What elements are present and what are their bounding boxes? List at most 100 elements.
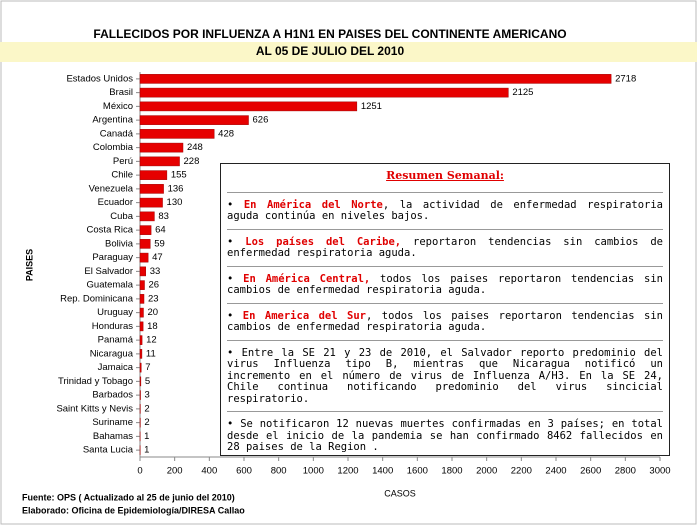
bar xyxy=(139,129,215,139)
bar xyxy=(139,376,142,387)
bar xyxy=(139,321,144,332)
y-tick-label: El Salvador xyxy=(84,266,133,277)
y-axis-label: PAISES xyxy=(24,249,34,281)
summary-title: Resumen Semanal: xyxy=(386,169,504,182)
y-tick-label: Rep. Dominicana xyxy=(60,293,134,304)
summary-text: reportaron tendencias sin cambios de enf… xyxy=(227,235,663,259)
value-label: 1251 xyxy=(361,101,382,112)
x-tick-label: 800 xyxy=(271,466,287,477)
value-label: 83 xyxy=(158,211,169,222)
summary-item: Los países del Caribe, reportaron tenden… xyxy=(227,228,663,266)
summary-item: En America del Sur, todos los paises rep… xyxy=(227,302,663,340)
x-tick-label: 200 xyxy=(167,466,183,477)
x-tick-label: 3000 xyxy=(649,466,670,477)
bar xyxy=(139,294,145,304)
y-tick-label: Canadá xyxy=(100,128,134,139)
value-label: 130 xyxy=(167,197,183,208)
y-tick-label: Cuba xyxy=(110,211,133,222)
y-tick-label: Chile xyxy=(111,170,133,181)
y-tick-label: Nicaragua xyxy=(90,348,134,359)
value-label: 5 xyxy=(145,376,150,387)
value-label: 33 xyxy=(150,266,161,277)
bar xyxy=(139,225,152,235)
x-tick-label: 600 xyxy=(236,466,252,477)
x-axis-label: CASOS xyxy=(384,488,416,498)
y-tick-label: Trinidad y Tobago xyxy=(58,376,133,387)
value-label: 2718 xyxy=(615,73,636,84)
y-tick-label: Saint Kitts y Nevis xyxy=(56,403,133,414)
value-label: 1 xyxy=(144,445,149,456)
summary-text: Se notificaron 12 nuevas muertes confirm… xyxy=(227,418,663,453)
bar xyxy=(139,142,184,153)
bar xyxy=(139,362,142,373)
x-tick-label: 2200 xyxy=(511,466,532,477)
value-label: 248 xyxy=(187,142,203,153)
value-label: 2 xyxy=(144,403,149,414)
y-tick-label: Honduras xyxy=(92,321,133,332)
y-tick-label: Bahamas xyxy=(93,431,133,442)
bar xyxy=(139,87,509,98)
bar xyxy=(139,101,358,112)
summary-highlight: Los países del Caribe, xyxy=(245,235,402,248)
bar xyxy=(139,307,144,318)
bar xyxy=(139,74,612,84)
x-tick-label: 2000 xyxy=(476,466,497,477)
value-label: 2125 xyxy=(512,87,533,98)
title-band xyxy=(0,42,697,62)
x-tick-label: 1400 xyxy=(372,466,393,477)
y-tick-label: Barbados xyxy=(92,390,133,401)
value-label: 11 xyxy=(146,348,156,359)
summary-highlight: En América Central, xyxy=(243,272,371,285)
y-tick-label: Uruguay xyxy=(97,307,133,318)
summary-item: En América del Norte, la actividad de en… xyxy=(227,191,663,229)
bar xyxy=(139,266,146,277)
y-tick-label: Jamaica xyxy=(98,362,134,373)
x-tick-label: 1600 xyxy=(407,466,428,477)
bar xyxy=(139,184,164,194)
bar xyxy=(139,252,149,263)
value-label: 47 xyxy=(152,252,163,263)
x-tick-label: 0 xyxy=(137,466,142,477)
value-label: 155 xyxy=(171,170,187,181)
value-label: 228 xyxy=(184,156,200,167)
summary-text: , la actividad de enfermedad respiratori… xyxy=(227,198,663,222)
value-label: 2 xyxy=(144,417,149,428)
bar xyxy=(139,335,143,345)
y-tick-label: Guatemala xyxy=(87,280,134,291)
y-tick-label: Costa Rica xyxy=(87,225,134,236)
y-tick-label: Brasil xyxy=(109,87,133,98)
bar xyxy=(139,197,163,208)
y-tick-label: Ecuador xyxy=(98,197,133,208)
x-tick-label: 1800 xyxy=(441,466,462,477)
chart-title: AL 05 DE JULIO DEL 2010 xyxy=(256,44,405,58)
value-label: 20 xyxy=(147,307,158,318)
bar xyxy=(139,211,155,222)
bar xyxy=(139,390,141,400)
value-label: 12 xyxy=(146,335,157,346)
chart-title: FALLECIDOS POR INFLUENZA A H1N1 EN PAISE… xyxy=(93,27,566,41)
x-tick-label: 2600 xyxy=(580,466,601,477)
y-tick-label: Suriname xyxy=(92,417,133,428)
x-tick-label: 2800 xyxy=(615,466,636,477)
value-label: 7 xyxy=(145,362,150,373)
y-tick-label: Colombia xyxy=(93,142,134,153)
value-label: 136 xyxy=(168,183,184,194)
value-label: 428 xyxy=(218,128,234,139)
value-label: 18 xyxy=(147,321,158,332)
bar xyxy=(139,239,151,249)
summary-box: Resumen Semanal: En América del Norte, la… xyxy=(220,163,670,456)
summary-item: Entre la SE 21 y 23 de 2010, el Salvador… xyxy=(227,339,663,412)
summary-item: Se notificaron 12 nuevas muertes confirm… xyxy=(227,411,663,460)
y-tick-label: Venezuela xyxy=(89,183,134,194)
y-tick-label: Estados Unidos xyxy=(66,73,133,84)
value-label: 64 xyxy=(155,225,166,236)
y-tick-label: Perú xyxy=(113,156,133,167)
y-tick-label: México xyxy=(103,101,133,112)
value-label: 3 xyxy=(145,390,150,401)
y-tick-label: Paraguay xyxy=(92,252,133,263)
summary-text: Entre la SE 21 y 23 de 2010, el Salvador… xyxy=(227,346,663,405)
value-label: 626 xyxy=(253,115,269,126)
bar xyxy=(139,280,145,290)
